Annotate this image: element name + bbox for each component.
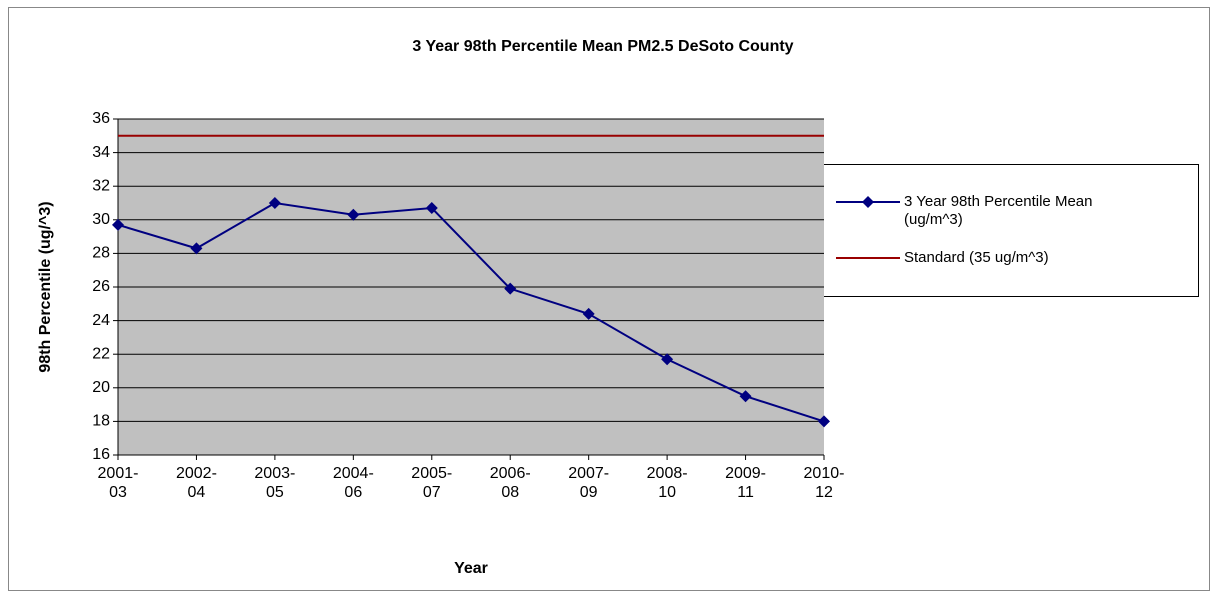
series-line bbox=[117, 201, 825, 423]
marker bbox=[661, 353, 674, 366]
marker bbox=[112, 218, 124, 231]
x-tick-label: 2002-04 bbox=[175, 465, 217, 501]
y-tick-label: 28 bbox=[92, 245, 110, 262]
x-axis-label: Year bbox=[454, 560, 488, 577]
marker bbox=[190, 242, 203, 255]
y-tick-label: 20 bbox=[92, 379, 110, 396]
marker bbox=[818, 415, 830, 428]
marker bbox=[582, 307, 595, 320]
y-tick-label: 26 bbox=[92, 278, 110, 295]
legend-box bbox=[823, 164, 1199, 297]
x-tick-label: 2001-03 bbox=[97, 465, 139, 501]
marker bbox=[347, 208, 360, 221]
x-tick-label: 2008-10 bbox=[646, 465, 688, 501]
y-tick-label: 18 bbox=[92, 413, 110, 430]
x-tick-label: 2009-11 bbox=[725, 465, 766, 501]
marker bbox=[268, 197, 281, 209]
marker bbox=[425, 202, 438, 215]
y-tick-label: 36 bbox=[92, 110, 110, 127]
y-axis-label: 98th Percentile (ug/^3) bbox=[37, 201, 54, 372]
x-tick-label: 2004-06 bbox=[332, 465, 374, 501]
legend-marker bbox=[862, 196, 874, 208]
y-tick-label: 30 bbox=[92, 211, 110, 228]
y-tick-label: 24 bbox=[92, 312, 110, 329]
x-tick-label: 2007-09 bbox=[568, 465, 610, 501]
marker bbox=[739, 390, 752, 403]
y-tick-label: 22 bbox=[92, 345, 110, 362]
x-tick-label: 2003-05 bbox=[254, 465, 296, 501]
x-tick-label: 2005-07 bbox=[411, 465, 453, 501]
x-tick-label: 2010-12 bbox=[803, 465, 845, 501]
y-tick-label: 32 bbox=[92, 177, 110, 194]
chart-title: 3 Year 98th Percentile Mean PM2.5 DeSoto… bbox=[412, 38, 793, 55]
y-tick-label: 16 bbox=[92, 446, 110, 463]
legend-label: Standard (35 ug/m^3) bbox=[904, 249, 1049, 266]
y-tick-label: 34 bbox=[92, 144, 110, 161]
legend-label: 3 Year 98th Percentile Mean (ug/m^3) bbox=[904, 193, 1093, 228]
x-tick-label: 2006-08 bbox=[489, 465, 531, 501]
marker bbox=[504, 282, 517, 295]
